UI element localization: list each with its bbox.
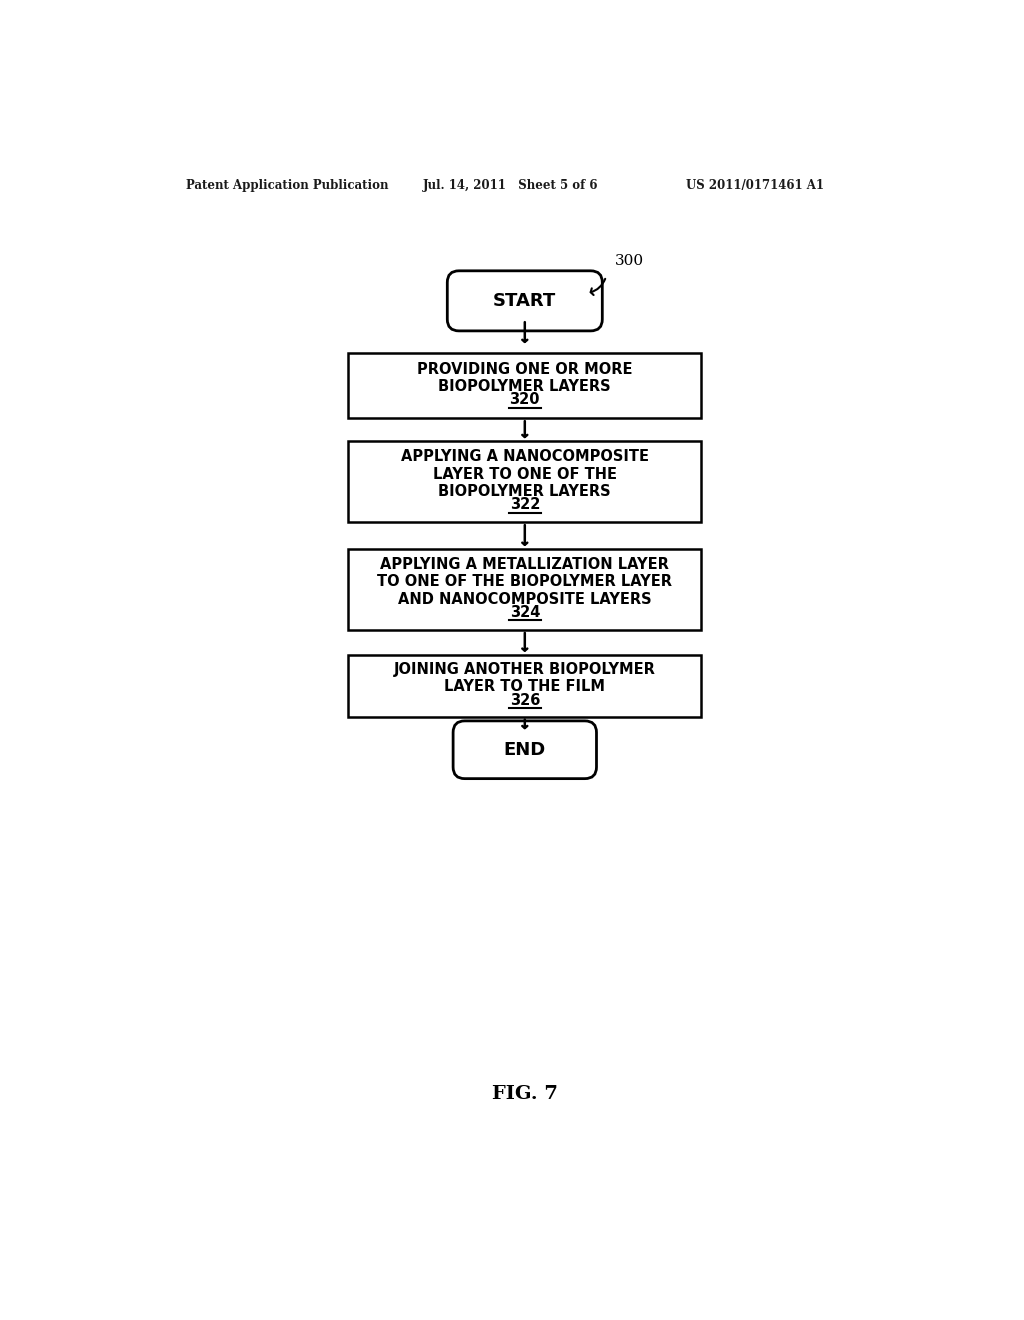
Text: LAYER TO ONE OF THE: LAYER TO ONE OF THE xyxy=(433,466,616,482)
Text: START: START xyxy=(494,292,556,310)
FancyBboxPatch shape xyxy=(447,271,602,331)
FancyBboxPatch shape xyxy=(348,655,701,717)
Text: BIOPOLYMER LAYERS: BIOPOLYMER LAYERS xyxy=(438,379,611,393)
Text: Jul. 14, 2011   Sheet 5 of 6: Jul. 14, 2011 Sheet 5 of 6 xyxy=(423,178,598,191)
Text: APPLYING A METALLIZATION LAYER: APPLYING A METALLIZATION LAYER xyxy=(380,557,670,572)
Text: JOINING ANOTHER BIOPOLYMER: JOINING ANOTHER BIOPOLYMER xyxy=(394,663,655,677)
Text: LAYER TO THE FILM: LAYER TO THE FILM xyxy=(444,680,605,694)
Text: 324: 324 xyxy=(510,605,540,620)
Text: BIOPOLYMER LAYERS: BIOPOLYMER LAYERS xyxy=(438,484,611,499)
Text: 322: 322 xyxy=(510,498,540,512)
Text: 326: 326 xyxy=(510,693,540,708)
Text: APPLYING A NANOCOMPOSITE: APPLYING A NANOCOMPOSITE xyxy=(400,449,649,465)
Text: 320: 320 xyxy=(510,392,540,408)
FancyBboxPatch shape xyxy=(348,549,701,630)
Text: TO ONE OF THE BIOPOLYMER LAYER: TO ONE OF THE BIOPOLYMER LAYER xyxy=(377,574,673,590)
Text: Patent Application Publication: Patent Application Publication xyxy=(186,178,389,191)
FancyBboxPatch shape xyxy=(453,721,597,779)
Text: END: END xyxy=(504,741,546,759)
Text: AND NANOCOMPOSITE LAYERS: AND NANOCOMPOSITE LAYERS xyxy=(398,591,651,607)
Text: FIG. 7: FIG. 7 xyxy=(492,1085,558,1104)
Text: 300: 300 xyxy=(614,253,644,268)
Text: PROVIDING ONE OR MORE: PROVIDING ONE OR MORE xyxy=(417,362,633,376)
FancyBboxPatch shape xyxy=(348,352,701,418)
Text: US 2011/0171461 A1: US 2011/0171461 A1 xyxy=(686,178,824,191)
FancyBboxPatch shape xyxy=(348,441,701,523)
